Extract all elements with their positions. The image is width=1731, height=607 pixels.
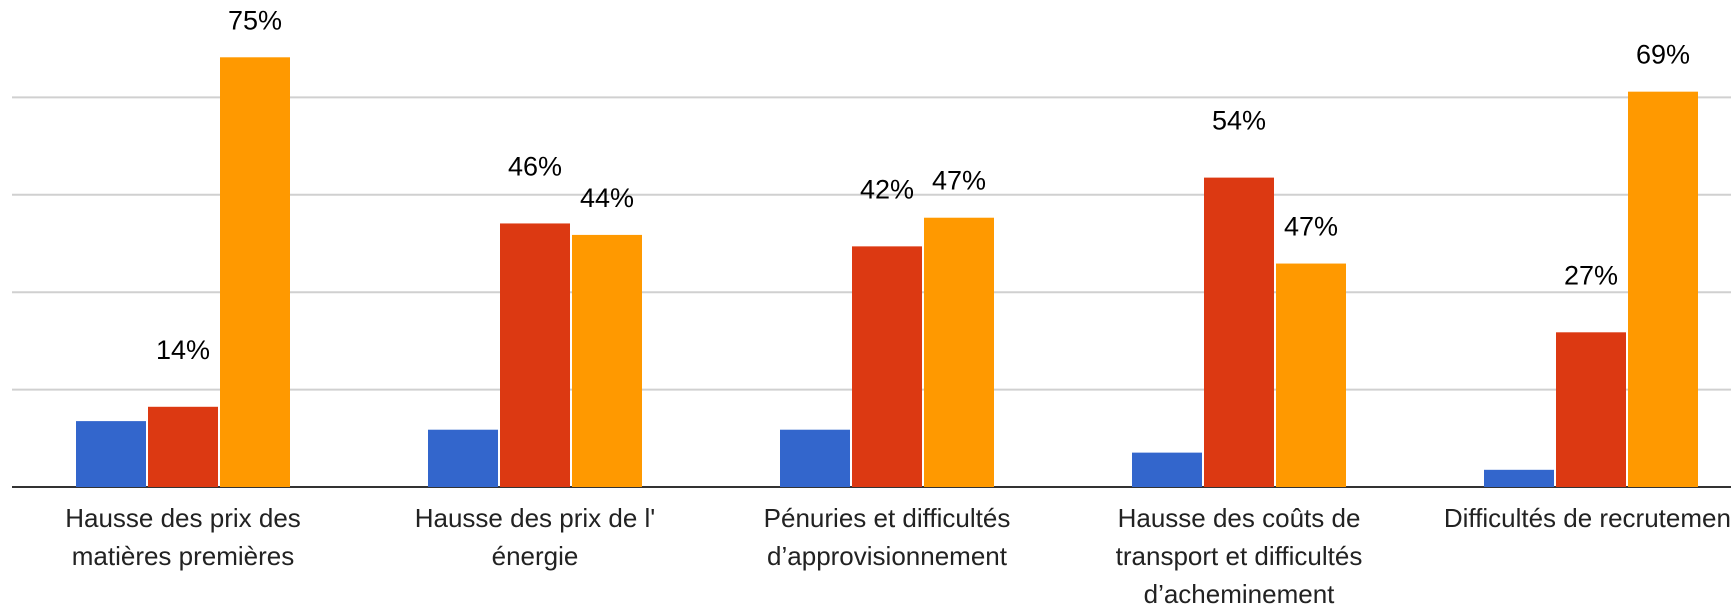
data-label: 47% bbox=[932, 166, 986, 196]
bar bbox=[780, 429, 850, 487]
data-label: 42% bbox=[860, 174, 914, 204]
bar bbox=[76, 421, 146, 487]
data-label: 44% bbox=[580, 183, 634, 213]
bar bbox=[148, 406, 218, 487]
data-label: 75% bbox=[228, 5, 282, 35]
bar bbox=[220, 57, 290, 487]
bar bbox=[1628, 91, 1698, 487]
x-tick-label: Pénuries et difficultés d’approvisionnem… bbox=[763, 503, 1011, 571]
bar bbox=[428, 429, 498, 487]
x-tick-label: Hausse des coûts de transport et difficu… bbox=[1115, 503, 1363, 607]
bar bbox=[924, 217, 994, 487]
data-label: 47% bbox=[1284, 212, 1338, 242]
x-tick-label: Hausse des prix des matières premières bbox=[65, 503, 301, 571]
data-label: 46% bbox=[508, 151, 562, 181]
bar bbox=[852, 246, 922, 487]
bar bbox=[572, 234, 642, 487]
bar bbox=[1556, 332, 1626, 487]
x-tick-label: Hausse des prix de l' énergie bbox=[414, 503, 656, 571]
bar bbox=[1132, 452, 1202, 487]
x-tick-label: Difficultés de recrutement bbox=[1443, 503, 1731, 533]
bar bbox=[1484, 469, 1554, 487]
bar bbox=[1276, 263, 1346, 487]
data-label: 14% bbox=[156, 335, 210, 365]
data-label: 27% bbox=[1564, 260, 1618, 290]
data-label: 69% bbox=[1636, 40, 1690, 70]
bar bbox=[1204, 177, 1274, 488]
bar bbox=[500, 223, 570, 487]
data-label: 54% bbox=[1212, 106, 1266, 136]
